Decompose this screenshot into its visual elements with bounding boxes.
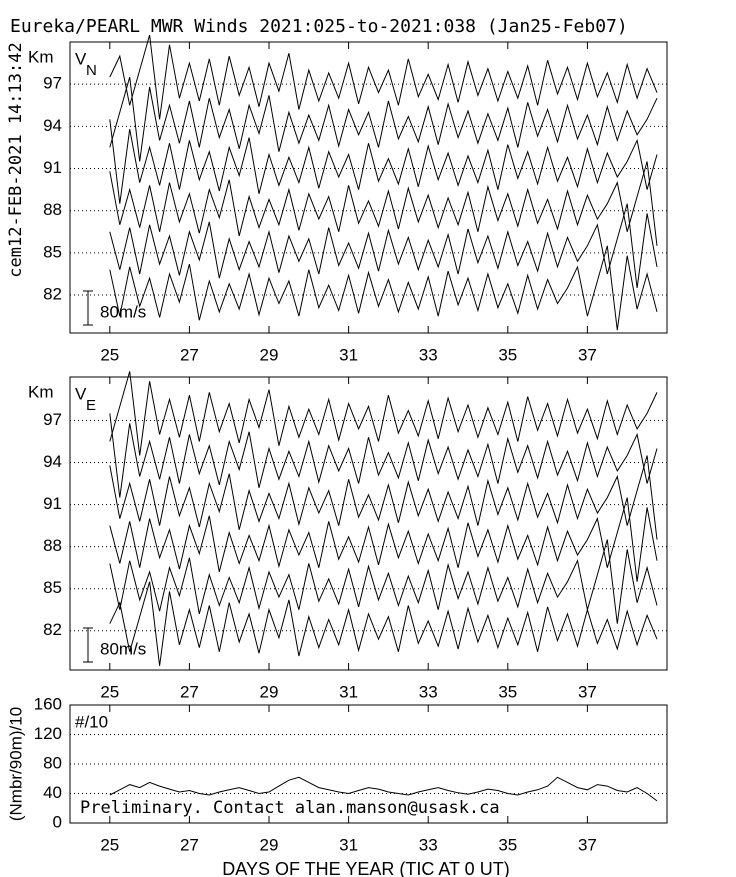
data-line <box>109 539 658 624</box>
data-line <box>109 161 658 246</box>
plot-frame <box>69 376 668 671</box>
x-tick-label: 31 <box>339 682 358 701</box>
y-tick-label: 120 <box>34 724 62 743</box>
data-line <box>109 581 658 666</box>
y-tick-label: 94 <box>43 116 62 135</box>
x-tick-label: 33 <box>419 682 438 701</box>
x-tick-label: 25 <box>100 345 119 364</box>
x-axis-label: DAYS OF THE YEAR (TIC AT 0 UT) <box>222 859 509 877</box>
data-line <box>109 34 658 120</box>
y-tick-label: 97 <box>43 74 62 93</box>
chart-title: Eureka/PEARL MWR Winds 2021:025-to-2021:… <box>10 16 628 37</box>
x-tick-label: 27 <box>180 345 199 364</box>
y-tick-label: 85 <box>43 578 62 597</box>
y-axis-label: Km <box>28 382 54 401</box>
x-tick-label: 25 <box>100 835 119 854</box>
x-tick-label: 27 <box>180 835 199 854</box>
x-tick-label: 35 <box>498 682 517 701</box>
x-tick-label: 35 <box>498 835 517 854</box>
data-line <box>109 413 658 498</box>
panel-label-sub: E <box>86 397 96 414</box>
x-tick-label: 27 <box>180 682 199 701</box>
y-tick-label: 82 <box>43 285 62 304</box>
x-tick-label: 29 <box>260 835 279 854</box>
data-line <box>109 76 658 162</box>
data-line <box>109 203 658 289</box>
x-tick-label: 31 <box>339 835 358 854</box>
data-line <box>109 497 658 582</box>
x-tick-label: 31 <box>339 345 358 364</box>
x-tick-label: 33 <box>419 835 438 854</box>
y-tick-label: 97 <box>43 410 62 429</box>
y-tick-label: 82 <box>43 620 62 639</box>
y-axis-label: Km <box>28 47 54 66</box>
x-tick-label: 29 <box>260 682 279 701</box>
data-line <box>109 776 658 802</box>
x-tick-label: 35 <box>498 345 517 364</box>
note: Preliminary. Contact alan.manson@usask.c… <box>80 798 500 818</box>
y-tick-label: 88 <box>43 536 62 555</box>
y-tick-label: 91 <box>43 494 62 513</box>
scale-label: 80m/s <box>100 639 146 658</box>
y-axis-label: (Nmbr/90m)/10 <box>6 707 25 821</box>
panel-label-sub: N <box>86 62 97 79</box>
data-line <box>109 371 658 456</box>
data-line <box>109 119 658 204</box>
y-tick-label: 94 <box>43 452 62 471</box>
y-tick-label: 40 <box>43 783 62 802</box>
panel-label: V <box>75 49 87 68</box>
y-tick-label: 80 <box>43 753 62 772</box>
x-tick-label: 25 <box>100 682 119 701</box>
x-tick-label: 37 <box>578 682 597 701</box>
x-tick-label: 37 <box>578 345 597 364</box>
plot-frame <box>69 41 668 334</box>
y-tick-label: 0 <box>53 812 62 831</box>
x-tick-label: 33 <box>419 345 438 364</box>
y-tick-label: 91 <box>43 158 62 177</box>
panel-label: V <box>75 384 87 403</box>
y-tick-label: 88 <box>43 200 62 219</box>
y-tick-label: 85 <box>43 242 62 261</box>
scale-label: 80m/s <box>100 302 146 321</box>
data-line <box>109 245 658 331</box>
panel-label: #/10 <box>75 712 108 731</box>
timestamp: cem12-FEB-2021 14:13:42 <box>6 42 26 277</box>
data-line <box>109 455 658 540</box>
y-tick-label: 160 <box>34 694 62 713</box>
x-tick-label: 37 <box>578 835 597 854</box>
x-tick-label: 29 <box>260 345 279 364</box>
